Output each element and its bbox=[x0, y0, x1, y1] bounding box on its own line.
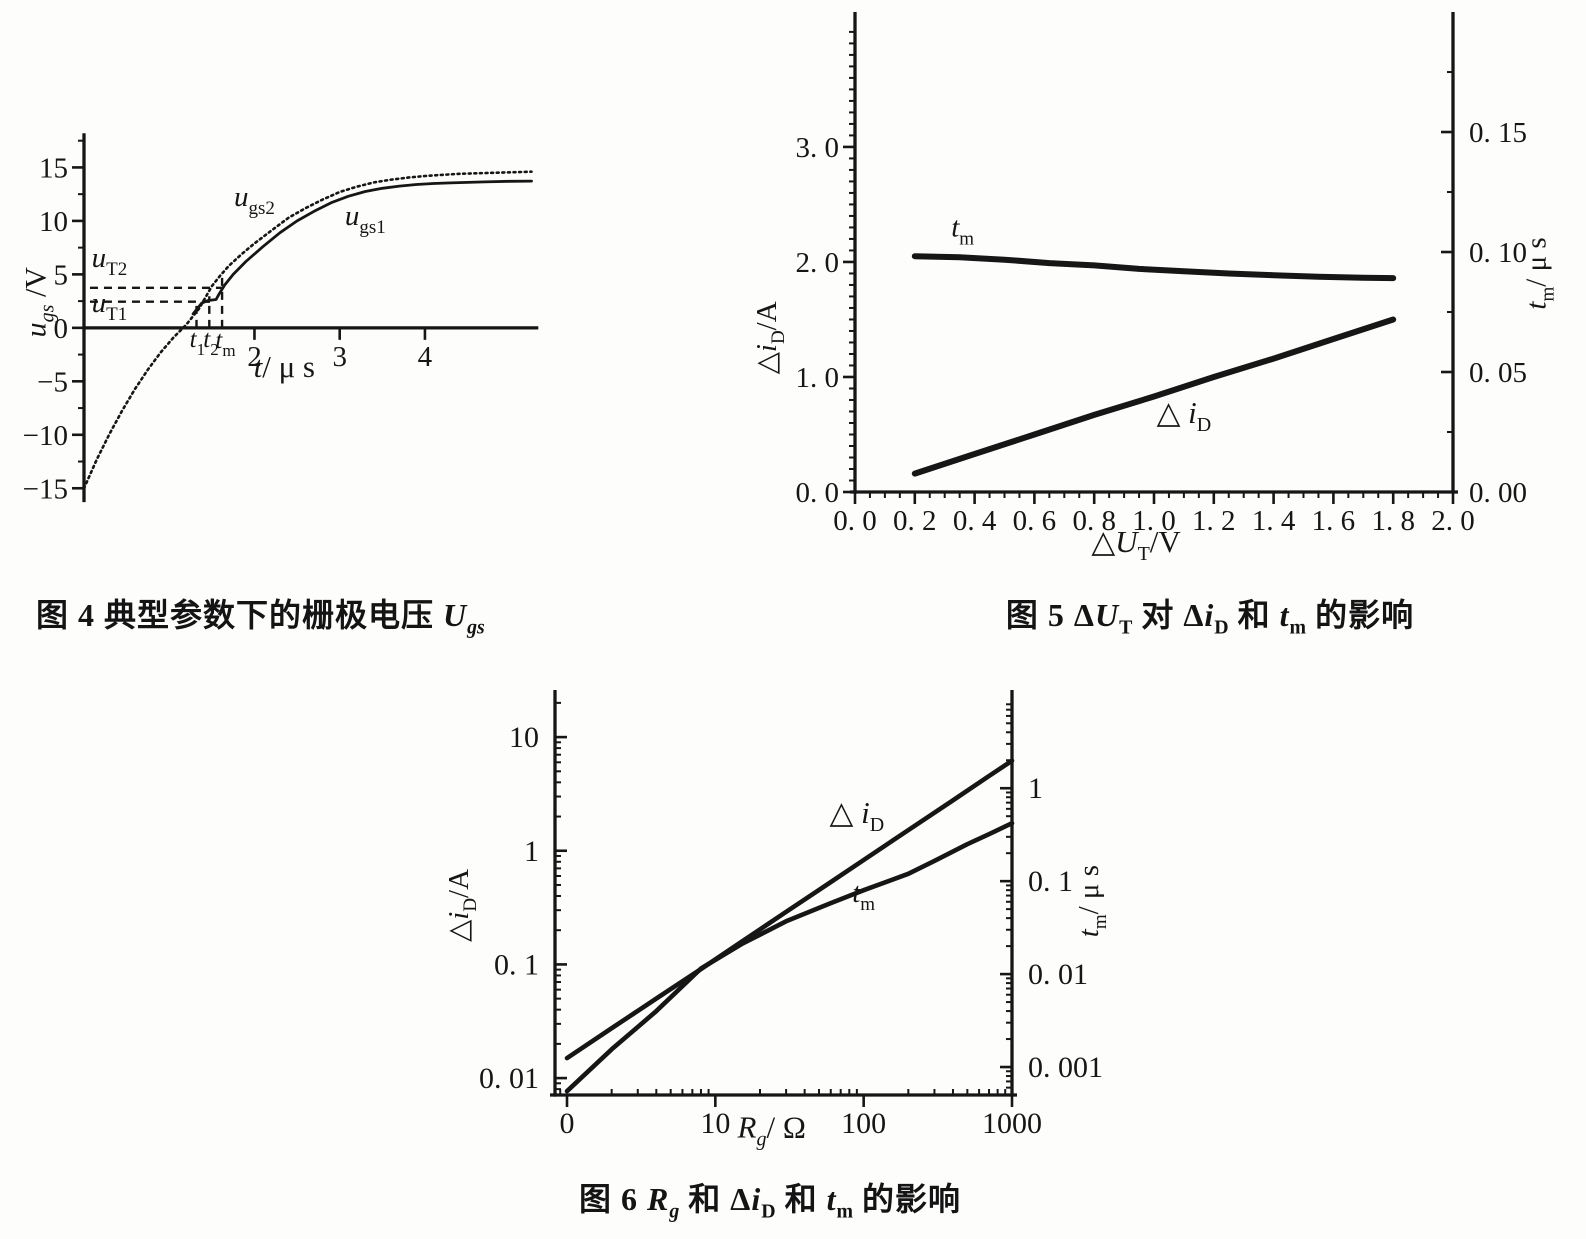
svg-text:uT1: uT1 bbox=[92, 287, 128, 325]
svg-text:0. 15: 0. 15 bbox=[1469, 117, 1527, 149]
svg-text:0. 01: 0. 01 bbox=[479, 1062, 539, 1095]
svg-text:1000: 1000 bbox=[982, 1107, 1042, 1140]
svg-text:10: 10 bbox=[39, 206, 68, 238]
figure4-caption: 图 4 典型参数下的栅极电压 Ugs bbox=[36, 597, 485, 639]
figure6-caption: 图 6 Rg 和 ΔiD 和 tm 的影响 bbox=[578, 1181, 962, 1223]
svg-text:0. 01: 0. 01 bbox=[1028, 958, 1088, 991]
svg-text:△ iD: △ iD bbox=[1157, 395, 1212, 436]
svg-text:5: 5 bbox=[54, 259, 69, 291]
svg-text:2. 0: 2. 0 bbox=[796, 247, 840, 279]
svg-text:15: 15 bbox=[39, 152, 68, 184]
svg-text:ugs /V: ugs /V bbox=[20, 267, 59, 338]
svg-text:uT2: uT2 bbox=[92, 242, 128, 280]
svg-text:△UT/V: △UT/V bbox=[1091, 524, 1181, 560]
svg-text:1. 4: 1. 4 bbox=[1252, 505, 1296, 537]
svg-text:tm: tm bbox=[852, 877, 875, 915]
svg-text:1. 8: 1. 8 bbox=[1371, 505, 1415, 537]
svg-text:△ iD: △ iD bbox=[830, 795, 885, 836]
svg-text:ugs1: ugs1 bbox=[345, 200, 386, 238]
svg-text:3: 3 bbox=[332, 341, 347, 373]
figure6-rg-effect-chart: 0 10 100 1000 10 1 0. 1 0. 01 1 0. 1 0. 01 0. 001 △ … bbox=[443, 690, 1111, 1151]
svg-text:1. 0: 1. 0 bbox=[1132, 505, 1176, 537]
svg-text:△iD/A: △iD/A bbox=[443, 869, 481, 942]
svg-text:ugs2: ugs2 bbox=[234, 181, 275, 219]
svg-text:0. 0: 0. 0 bbox=[796, 477, 840, 509]
svg-text:1: 1 bbox=[1028, 772, 1043, 805]
svg-text:2. 0: 2. 0 bbox=[1431, 505, 1475, 537]
svg-text:0. 8: 0. 8 bbox=[1072, 505, 1116, 537]
svg-text:0. 1: 0. 1 bbox=[494, 948, 539, 981]
figure5-caption: 图 5 ΔUT 对 ΔiD 和 tm 的影响 bbox=[1005, 597, 1415, 639]
svg-text:1. 0: 1. 0 bbox=[796, 362, 840, 394]
svg-text:tm/ μ s: tm/ μ s bbox=[1073, 865, 1111, 937]
svg-text:△iD/A: △iD/A bbox=[752, 301, 789, 374]
svg-text:0. 10: 0. 10 bbox=[1469, 237, 1527, 269]
svg-text:tm: tm bbox=[215, 327, 235, 360]
svg-text:1. 2: 1. 2 bbox=[1192, 505, 1236, 537]
figure5-delta-ut-effect-chart: 0. 0 0. 2 0. 4 0. 6 0. 8 1. 0 1. 2 1. 4 1. 6 1. 8… bbox=[752, 12, 1559, 560]
svg-text:tm/ μ s: tm/ μ s bbox=[1521, 237, 1559, 309]
svg-text:0. 2: 0. 2 bbox=[893, 505, 937, 537]
svg-text:t1: t1 bbox=[190, 326, 205, 359]
svg-text:0: 0 bbox=[54, 313, 69, 345]
svg-text:0. 00: 0. 00 bbox=[1469, 477, 1527, 509]
svg-text:1. 6: 1. 6 bbox=[1312, 505, 1356, 537]
svg-text:−15: −15 bbox=[23, 473, 68, 505]
svg-text:0. 6: 0. 6 bbox=[1013, 505, 1057, 537]
svg-text:0. 001: 0. 001 bbox=[1028, 1051, 1103, 1084]
svg-text:0. 1: 0. 1 bbox=[1028, 865, 1073, 898]
svg-text:t2: t2 bbox=[203, 326, 218, 359]
svg-text:tm: tm bbox=[951, 212, 974, 250]
svg-text:4: 4 bbox=[418, 341, 433, 373]
svg-text:−10: −10 bbox=[23, 420, 68, 452]
svg-text:−5: −5 bbox=[37, 366, 68, 398]
svg-text:t/ μ s: t/ μ s bbox=[254, 349, 315, 384]
svg-text:100: 100 bbox=[841, 1107, 886, 1140]
svg-text:1: 1 bbox=[524, 835, 539, 868]
svg-text:0. 0: 0. 0 bbox=[833, 505, 877, 537]
svg-text:0: 0 bbox=[560, 1107, 575, 1140]
svg-text:0. 4: 0. 4 bbox=[953, 505, 997, 537]
svg-text:3. 0: 3. 0 bbox=[796, 132, 840, 164]
svg-text:Rg/ Ω: Rg/ Ω bbox=[737, 1110, 806, 1151]
svg-text:10: 10 bbox=[700, 1107, 730, 1140]
svg-text:10: 10 bbox=[509, 721, 539, 754]
svg-text:0. 05: 0. 05 bbox=[1469, 357, 1527, 389]
svg-text:2: 2 bbox=[247, 341, 262, 373]
